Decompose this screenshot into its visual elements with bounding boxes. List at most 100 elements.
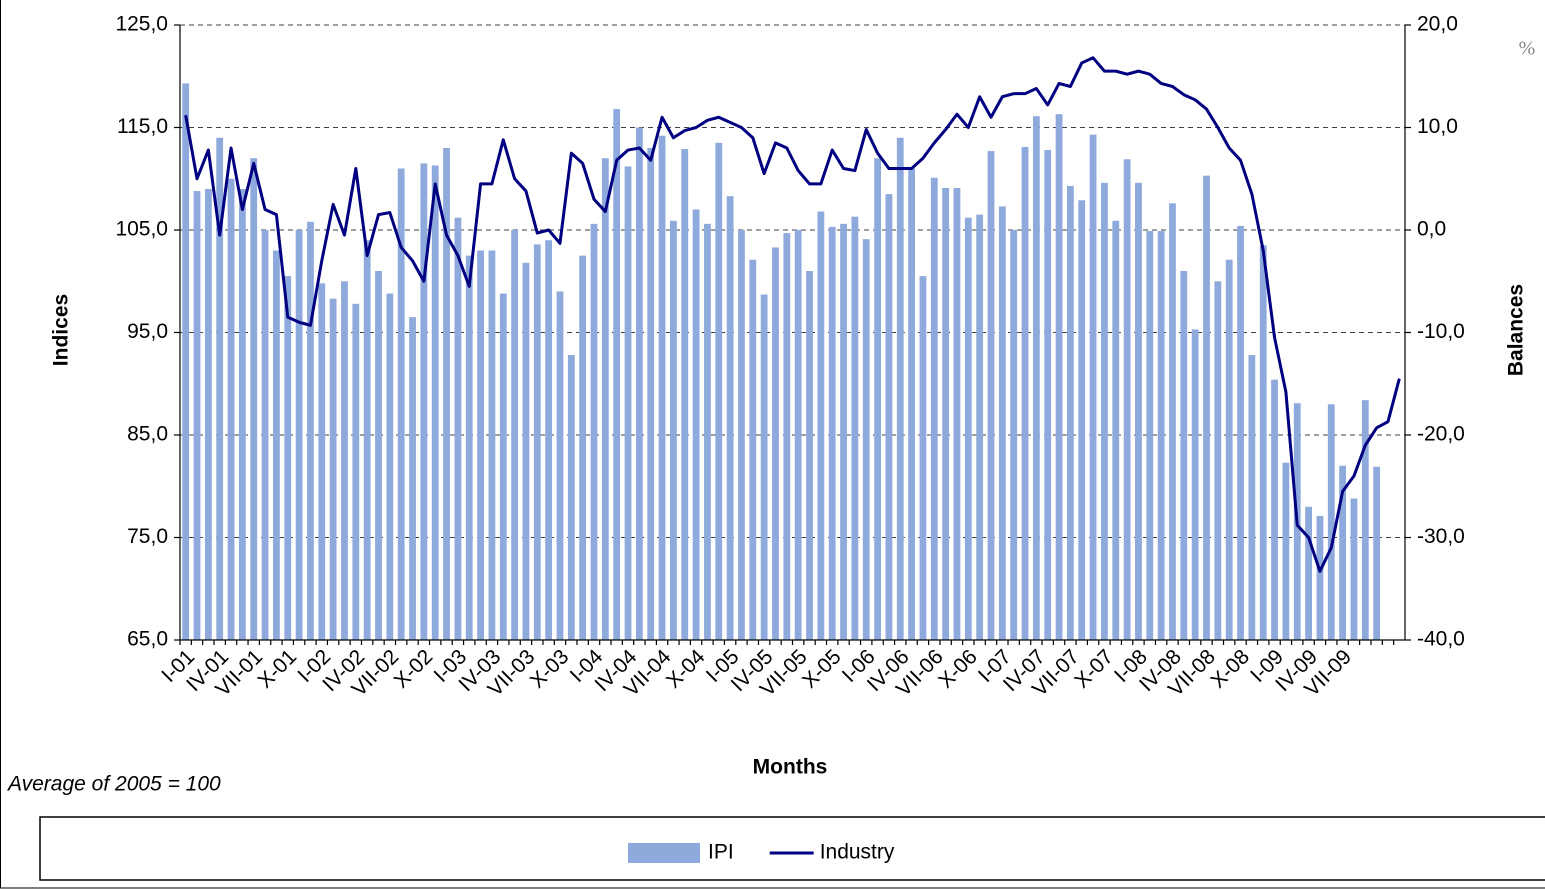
y-tick-label: 125,0 <box>115 13 168 36</box>
bar <box>193 191 201 641</box>
y-tick-label: 105,0 <box>115 218 168 241</box>
x-axis-title: Months <box>753 756 828 779</box>
bar <box>352 303 360 640</box>
bar <box>1191 329 1199 640</box>
bar <box>1021 146 1029 640</box>
bar <box>1101 182 1108 640</box>
bar <box>545 240 553 640</box>
bar <box>579 255 587 640</box>
bar <box>738 230 745 640</box>
y2-tick-label: -20,0 <box>1417 423 1465 446</box>
bar <box>454 217 462 640</box>
y2-tick-label: -30,0 <box>1417 525 1465 548</box>
bar <box>227 178 235 640</box>
bar <box>1180 271 1188 640</box>
y2-tick-label: 0,0 <box>1417 218 1446 241</box>
unit-note: % <box>1519 38 1536 60</box>
bar <box>420 163 428 640</box>
bar <box>1316 515 1324 640</box>
bar <box>1169 203 1176 640</box>
bar <box>556 291 564 640</box>
y-tick-label: 75,0 <box>127 525 168 548</box>
bar <box>987 151 995 640</box>
bar <box>1339 465 1347 640</box>
bar <box>329 298 337 640</box>
bar <box>250 158 258 640</box>
bar <box>1010 230 1018 640</box>
bar <box>783 233 791 640</box>
bar <box>182 83 190 641</box>
bar <box>465 255 473 640</box>
bar <box>704 223 711 640</box>
bar <box>522 262 530 640</box>
y2-tick-label: -10,0 <box>1417 320 1465 343</box>
bar <box>307 221 314 641</box>
bar <box>397 168 405 640</box>
bar <box>431 165 439 641</box>
bar <box>216 137 224 640</box>
bar <box>715 142 723 640</box>
bar <box>1225 259 1233 640</box>
bar <box>1066 185 1074 641</box>
legend-label: Industry <box>820 841 895 864</box>
bar <box>386 293 394 640</box>
y-tick-label: 85,0 <box>127 423 168 446</box>
bar <box>1157 231 1165 640</box>
bar <box>567 355 575 640</box>
bar <box>443 148 450 640</box>
bar <box>1327 404 1335 640</box>
bar <box>284 276 292 640</box>
bar <box>647 148 655 640</box>
y2-tick-label: 10,0 <box>1417 115 1458 138</box>
bar <box>964 217 972 640</box>
bar <box>760 294 768 640</box>
bar <box>295 230 303 640</box>
bar <box>840 223 847 640</box>
bar <box>363 240 371 640</box>
bar <box>613 109 621 641</box>
y-tick-label: 95,0 <box>127 320 168 343</box>
bar <box>1282 462 1290 640</box>
bar <box>409 317 416 640</box>
bar <box>1248 355 1256 640</box>
bar <box>1305 506 1312 640</box>
bar <box>851 216 859 641</box>
line <box>184 56 1401 573</box>
bar <box>828 226 836 641</box>
bar <box>624 166 632 640</box>
bar <box>341 281 348 640</box>
bar <box>1350 498 1358 640</box>
y2-axis-title: Balances <box>1505 284 1528 376</box>
y2-tick-label: -40,0 <box>1417 628 1465 651</box>
bar <box>885 194 893 640</box>
bar <box>1373 466 1381 640</box>
bar <box>692 209 700 640</box>
bar <box>998 206 1006 641</box>
bar <box>953 187 961 640</box>
bar <box>1271 379 1278 640</box>
legend-box <box>39 816 1545 881</box>
bar <box>908 168 915 640</box>
bar <box>204 189 212 640</box>
bar <box>658 135 666 640</box>
bar <box>273 250 280 640</box>
bar <box>318 283 326 640</box>
bar <box>862 239 870 640</box>
bar <box>1203 175 1210 641</box>
bar <box>1361 400 1369 640</box>
bar <box>1089 134 1097 641</box>
bar <box>238 189 246 640</box>
bar <box>375 271 382 640</box>
bar <box>772 247 779 641</box>
bar <box>1123 159 1131 640</box>
y-axis-title: Indices <box>50 294 73 366</box>
bar <box>874 158 881 640</box>
bar <box>896 137 904 640</box>
bar <box>794 230 802 640</box>
bar <box>726 196 734 641</box>
y-tick-label: 65,0 <box>127 628 168 651</box>
footnote: Average of 2005 = 100 <box>6 773 221 796</box>
